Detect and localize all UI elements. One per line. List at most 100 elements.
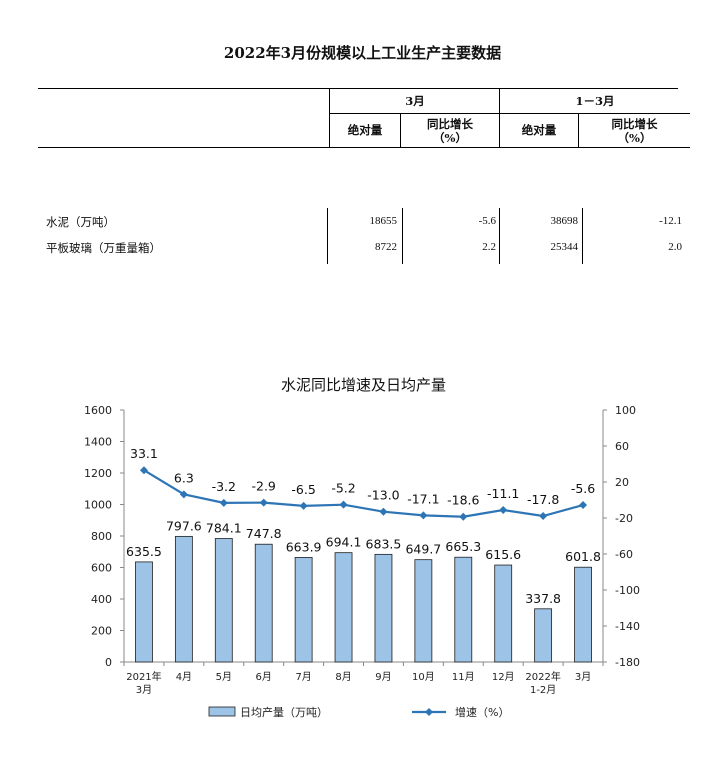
right-axis-tick-label: -20	[615, 512, 633, 525]
x-axis-tick-label: 5月	[216, 671, 232, 683]
sub-header-yoy-line1: 同比增长	[611, 117, 658, 131]
table-col-divider	[329, 88, 330, 148]
bar	[494, 564, 513, 663]
x-axis-tick-label: 3月	[575, 671, 591, 683]
x-axis-tick-label: 2022年	[525, 670, 560, 683]
x-axis-tick-label: 3月	[136, 684, 152, 696]
table-cell: -5.6	[478, 215, 496, 227]
growth-rate-line	[143, 469, 584, 518]
sub-header-absolute: 绝对量	[521, 123, 557, 137]
right-axis-tick-label: -60	[615, 548, 633, 561]
x-axis-tick-label: 11月	[452, 671, 475, 683]
bar	[574, 566, 592, 663]
growth-rate-value-label: 6.3	[174, 470, 194, 485]
bar-value-label: 663.9	[286, 539, 322, 554]
table-col-divider	[402, 208, 403, 264]
sub-header-yoy-unit: （%）	[617, 131, 652, 145]
bar-value-label: 747.8	[246, 526, 282, 541]
bar	[254, 543, 273, 663]
growth-rate-value-label: 33.1	[130, 446, 158, 461]
growth-rate-point	[539, 512, 548, 521]
table-header-bottom-rule	[38, 147, 690, 148]
bar-value-label: 615.6	[485, 547, 521, 562]
legend-line-label: 增速（%）	[455, 705, 509, 719]
table-cell: 38698	[550, 215, 579, 227]
cement-chart: 水泥同比增速及日均产量 0 200 400 600 800 1000 1200 1400 1600…	[0, 360, 725, 758]
bar-value-label: 649.7	[405, 542, 441, 557]
bar	[334, 552, 353, 663]
bar	[374, 553, 393, 663]
right-axis-tick-label: 100	[615, 404, 636, 417]
right-axis-tick-label: 20	[615, 476, 629, 489]
table-col-divider	[499, 88, 500, 148]
growth-rate-point	[219, 498, 228, 507]
table-cell: 18655	[369, 215, 398, 227]
growth-rate-point	[259, 498, 268, 507]
bar	[414, 559, 433, 663]
growth-rate-point	[419, 511, 428, 520]
left-axis-tick-label: 1200	[84, 467, 112, 480]
growth-rate-value-label: -2.9	[252, 479, 276, 494]
right-axis-tick-label: 60	[615, 440, 629, 453]
bar	[214, 538, 233, 663]
bar	[454, 556, 473, 663]
table-cell: 8722	[375, 241, 397, 253]
growth-rate-point	[299, 501, 308, 510]
legend-bar-swatch	[208, 706, 236, 717]
growth-rate-value-label: -18.6	[447, 493, 479, 508]
table-cell: -12.1	[659, 215, 682, 227]
growth-rate-point	[179, 490, 188, 499]
growth-rate-value-label: -17.1	[407, 491, 439, 506]
right-axis-tick-label: -140	[615, 620, 640, 633]
growth-rate-point	[139, 466, 148, 475]
left-axis-tick-label: 0	[105, 656, 112, 669]
x-axis-tick-label: 2021年	[126, 670, 161, 683]
bar-value-label: 337.8	[525, 591, 561, 606]
bar-value-label: 601.8	[565, 549, 601, 564]
bar-value-label: 784.1	[206, 521, 242, 536]
x-axis-tick-label: 1-2月	[530, 684, 556, 696]
growth-rate-value-label: -5.2	[331, 481, 355, 496]
bar	[534, 608, 553, 663]
sub-header-yoy-unit: （%）	[433, 131, 467, 145]
bar-value-label: 797.6	[166, 518, 202, 533]
table-cell: 25344	[550, 241, 579, 253]
growth-rate-value-label: -5.6	[571, 481, 595, 496]
table-col-divider	[327, 208, 328, 264]
x-axis-tick-label: 7月	[295, 671, 311, 683]
growth-rate-value-label: -11.1	[487, 486, 519, 501]
sub-header-yoy: 同比增长 （%）	[401, 117, 499, 145]
growth-rate-point	[379, 507, 388, 516]
growth-rate-value-label: -6.5	[291, 482, 315, 497]
growth-rate-point	[339, 500, 348, 509]
chart-canvas: 水泥同比增速及日均产量 0 200 400 600 800 1000 1200 1400 1600…	[84, 376, 640, 719]
group-header-march: 3月	[405, 94, 425, 108]
table-cell: 2.0	[668, 241, 682, 253]
right-axis-tick-label: -100	[615, 584, 640, 597]
x-axis-tick-label: 6月	[256, 671, 272, 683]
table-row-label: 平板玻璃（万重量箱）	[46, 241, 161, 255]
bar	[294, 557, 313, 663]
table-row-label: 水泥（万吨）	[46, 215, 115, 229]
growth-rate-value-label: -17.8	[527, 492, 559, 507]
table-col-divider	[578, 113, 579, 148]
sub-header-yoy-line1: 同比增长	[427, 117, 473, 131]
growth-rate-point	[579, 501, 588, 510]
growth-rate-value-label: -13.0	[367, 488, 399, 503]
table-col-divider	[499, 208, 500, 264]
table-top-rule	[38, 88, 678, 89]
left-axis-tick-label: 600	[91, 562, 112, 575]
x-axis-tick-label: 8月	[335, 671, 351, 683]
page-title: 2022年3月份规模以上工业生产主要数据	[223, 44, 502, 62]
sub-header-absolute: 绝对量	[347, 123, 383, 137]
legend-line-marker	[425, 708, 433, 716]
bar	[135, 561, 153, 663]
right-axis-tick-label: -180	[615, 656, 640, 669]
x-axis-tick-label: 12月	[492, 671, 515, 683]
chart-title: 水泥同比增速及日均产量	[281, 376, 446, 394]
growth-rate-value-label: -3.2	[212, 479, 236, 494]
legend-bar-label: 日均产量（万吨）	[240, 705, 328, 719]
x-axis-tick-label: 4月	[176, 671, 192, 683]
table-cell: 2.2	[482, 241, 496, 253]
left-axis-tick-label: 200	[91, 625, 112, 638]
